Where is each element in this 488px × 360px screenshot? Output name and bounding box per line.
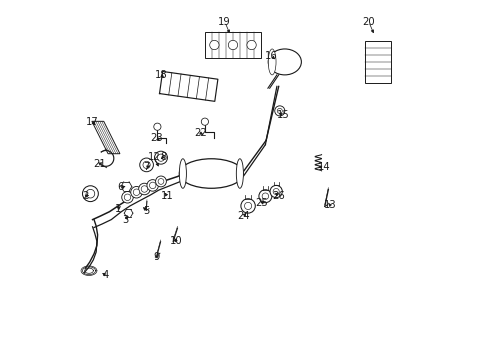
Text: 21: 21 <box>93 159 106 169</box>
Text: 24: 24 <box>237 211 249 221</box>
Circle shape <box>258 190 271 203</box>
Text: 1: 1 <box>114 204 121 214</box>
Ellipse shape <box>268 49 275 75</box>
Ellipse shape <box>236 159 243 188</box>
Circle shape <box>146 180 158 191</box>
Text: 10: 10 <box>169 236 182 246</box>
Text: 4: 4 <box>102 270 109 280</box>
Circle shape <box>209 40 219 50</box>
Circle shape <box>274 106 284 116</box>
Circle shape <box>82 186 98 202</box>
Text: 14: 14 <box>317 162 329 172</box>
Text: 5: 5 <box>143 206 149 216</box>
Circle shape <box>122 192 133 203</box>
Text: 20: 20 <box>362 17 374 27</box>
Ellipse shape <box>179 159 243 188</box>
Circle shape <box>130 186 142 198</box>
Text: 13: 13 <box>323 200 336 210</box>
Circle shape <box>228 40 237 50</box>
Circle shape <box>154 151 167 164</box>
Circle shape <box>244 202 251 210</box>
Circle shape <box>149 182 156 189</box>
Circle shape <box>142 161 150 168</box>
Bar <box>204 32 260 58</box>
Circle shape <box>201 118 208 125</box>
Circle shape <box>140 158 153 172</box>
Text: 2: 2 <box>82 191 88 201</box>
Circle shape <box>86 189 95 198</box>
Circle shape <box>141 186 147 192</box>
Circle shape <box>269 185 282 198</box>
Text: 3: 3 <box>122 215 128 225</box>
Text: 23: 23 <box>150 132 163 143</box>
Text: 18: 18 <box>154 70 167 80</box>
Text: 22: 22 <box>194 128 206 138</box>
Text: 17: 17 <box>86 117 99 127</box>
Circle shape <box>153 123 161 130</box>
Ellipse shape <box>179 159 186 188</box>
Bar <box>365 41 390 83</box>
Text: 15: 15 <box>276 110 289 120</box>
Text: 9: 9 <box>153 252 159 262</box>
Ellipse shape <box>268 49 301 75</box>
Text: 6: 6 <box>117 182 123 192</box>
Text: 12: 12 <box>147 152 160 162</box>
Polygon shape <box>92 121 120 154</box>
Circle shape <box>157 154 164 161</box>
Circle shape <box>155 176 166 187</box>
Text: 11: 11 <box>161 191 173 201</box>
Text: 25: 25 <box>255 198 267 208</box>
Circle shape <box>246 40 256 50</box>
Text: 26: 26 <box>272 191 285 201</box>
Circle shape <box>262 193 268 199</box>
Circle shape <box>158 179 163 184</box>
Circle shape <box>273 188 279 194</box>
Circle shape <box>277 108 282 113</box>
Text: 8: 8 <box>160 152 166 162</box>
Text: 16: 16 <box>264 51 277 61</box>
Text: 19: 19 <box>218 17 231 27</box>
Circle shape <box>133 189 140 195</box>
Circle shape <box>139 183 150 195</box>
Circle shape <box>241 199 255 213</box>
Text: 7: 7 <box>143 162 149 172</box>
Circle shape <box>124 194 130 201</box>
